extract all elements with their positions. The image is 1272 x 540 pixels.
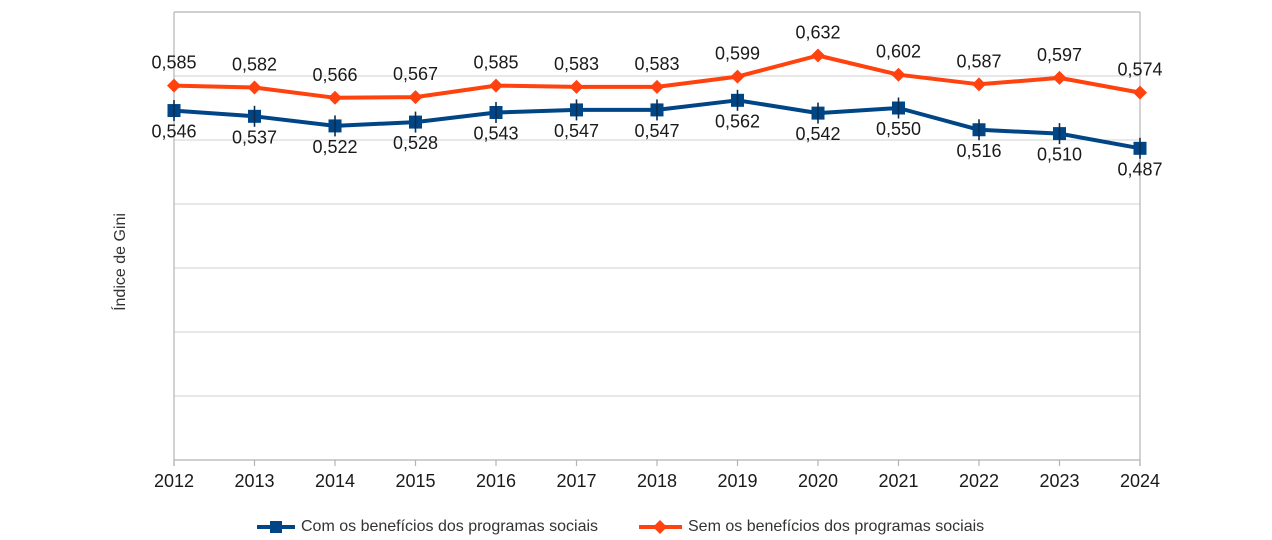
data-point-marker [328, 90, 342, 105]
data-label: 0,562 [715, 111, 760, 131]
data-label: 0,567 [393, 64, 438, 84]
x-axis-label: 2013 [234, 471, 274, 491]
data-point-marker [408, 90, 423, 105]
data-label: 0,510 [1037, 145, 1082, 165]
x-axis-label: 2017 [556, 471, 596, 491]
data-label: 0,487 [1117, 159, 1162, 179]
legend-square-marker-icon [257, 521, 295, 533]
data-label: 0,583 [554, 54, 599, 74]
data-point-marker [972, 77, 986, 92]
data-label: 0,528 [393, 133, 438, 153]
data-label: 0,547 [554, 121, 599, 141]
x-axis-label: 2024 [1120, 471, 1160, 491]
data-label: 0,550 [876, 119, 921, 139]
data-point-marker [730, 69, 745, 84]
data-label: 0,585 [473, 53, 518, 73]
data-label: 0,547 [634, 121, 679, 141]
data-point-marker [569, 79, 584, 94]
data-label: 0,583 [634, 54, 679, 74]
data-label: 0,543 [473, 123, 518, 143]
x-axis-label: 2021 [878, 471, 918, 491]
data-label: 0,516 [956, 141, 1001, 161]
data-label: 0,522 [312, 137, 357, 157]
data-point-marker [650, 79, 664, 94]
legend-label-sem-beneficios: Sem os benefícios dos programas sociais [688, 518, 985, 535]
data-label: 0,587 [956, 51, 1001, 71]
x-axis-label: 2015 [395, 471, 435, 491]
data-label: 0,585 [151, 53, 196, 73]
x-axis-label: 2016 [476, 471, 516, 491]
legend-item-com-beneficios: Com os benefícios dos programas sociais [257, 516, 598, 538]
data-label: 0,599 [715, 44, 760, 64]
x-axis-label: 2014 [315, 471, 355, 491]
data-point-marker [811, 48, 825, 63]
x-axis-label: 2022 [959, 471, 999, 491]
x-axis-label: 2020 [798, 471, 838, 491]
data-point-marker [1133, 85, 1147, 100]
data-point-marker [1052, 70, 1067, 85]
data-point-marker [247, 80, 262, 95]
legend-diamond-marker-icon [639, 520, 682, 534]
data-label: 0,542 [795, 124, 840, 144]
data-label: 0,597 [1037, 45, 1082, 65]
data-point-marker [891, 67, 906, 82]
x-axis-label: 2018 [637, 471, 677, 491]
legend-item-sem-beneficios: Sem os benefícios dos programas sociais [639, 516, 984, 538]
data-label: 0,546 [151, 122, 196, 142]
data-label: 0,566 [312, 65, 357, 85]
data-label: 0,574 [1117, 60, 1162, 80]
x-axis-label: 2019 [717, 471, 757, 491]
data-point-marker [489, 78, 503, 93]
data-point-marker [167, 78, 181, 93]
data-label: 0,632 [795, 23, 840, 43]
data-label: 0,602 [876, 42, 921, 62]
data-label: 0,582 [232, 55, 277, 75]
legend-label-com-beneficios: Com os benefícios dos programas sociais [301, 518, 599, 535]
data-label: 0,537 [232, 127, 277, 147]
x-axis-label: 2023 [1039, 471, 1079, 491]
x-axis-label: 2012 [154, 471, 194, 491]
